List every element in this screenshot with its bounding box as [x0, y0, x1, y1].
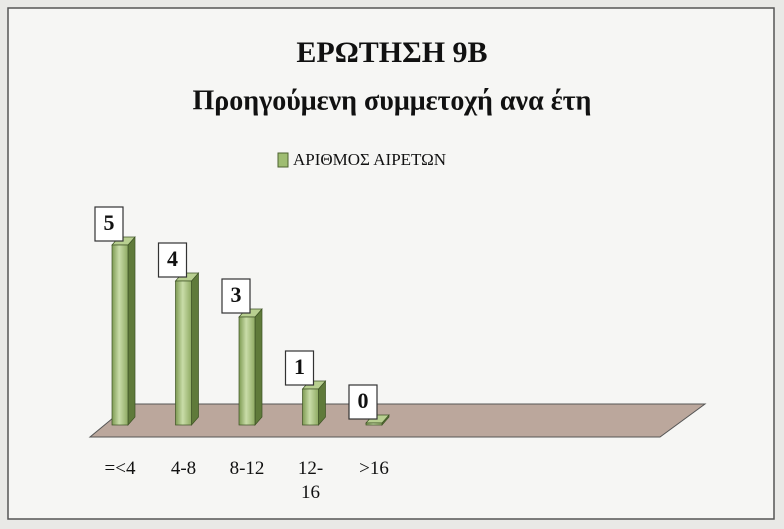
- data-label: 5: [104, 210, 115, 235]
- bar-front: [365, 422, 383, 426]
- data-label-box: [284, 350, 315, 386]
- x-tick-label: 8-12: [229, 458, 265, 479]
- data-label-box: [157, 242, 188, 278]
- bar: [301, 380, 327, 426]
- bar: [174, 272, 200, 426]
- x-tick-label: =<4: [104, 458, 136, 479]
- data-label: 4: [167, 246, 178, 271]
- bar-front: [175, 280, 192, 426]
- data-label: 3: [231, 282, 242, 307]
- data-label: 1: [294, 354, 305, 379]
- legend-label: ΑΡΙΘΜΟΣ ΑΙΡΕΤΩΝ: [293, 150, 446, 169]
- data-label-box: [94, 206, 124, 242]
- bar-front: [111, 244, 129, 426]
- bar-side: [127, 236, 136, 426]
- chart-title: ΕΡΩΤΗΣΗ 9Β: [296, 36, 487, 69]
- data-label-box: [348, 384, 378, 420]
- x-tick-label: 12-16: [297, 458, 324, 503]
- x-tick-label: >16: [359, 458, 389, 479]
- bar-side: [191, 272, 199, 426]
- bar-front: [302, 388, 319, 426]
- bar: [238, 308, 263, 426]
- bar-side: [254, 308, 263, 426]
- bar: [111, 236, 136, 426]
- x-tick-label: 4-8: [170, 458, 197, 479]
- bar-front: [238, 316, 256, 426]
- legend-swatch: [277, 152, 289, 168]
- data-label-box: [221, 278, 251, 314]
- data-label: 0: [358, 388, 369, 413]
- chart-subtitle: Προηγούμενη συμμετοχή ανα έτη: [193, 85, 592, 116]
